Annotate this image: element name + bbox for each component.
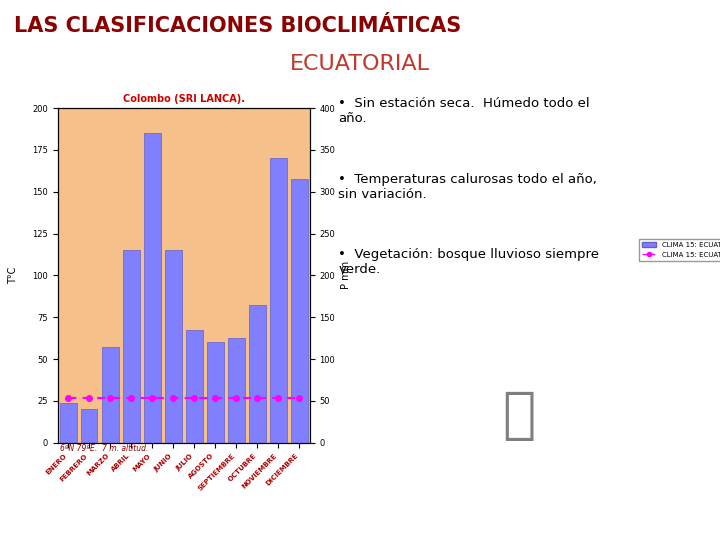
Text: ECUATORIAL: ECUATORIAL — [290, 54, 430, 74]
Text: •  Temperaturas calurosas todo el año,
sin variación.: • Temperaturas calurosas todo el año, si… — [338, 173, 598, 201]
Bar — [102, 347, 119, 443]
Text: •  Vegetación: bosque lluvioso siempre
verde.: • Vegetación: bosque lluvioso siempre ve… — [338, 248, 599, 276]
Text: •  Sin estación seca.  Húmedo todo el
año.: • Sin estación seca. Húmedo todo el año. — [338, 97, 590, 125]
Text: LAS CLASIFICACIONES BIOCLIMÁTICAS: LAS CLASIFICACIONES BIOCLIMÁTICAS — [14, 16, 462, 36]
Bar — [186, 330, 202, 443]
Bar — [81, 409, 97, 443]
Text: 6ºN 79ºE.  7 m. altitud.: 6ºN 79ºE. 7 m. altitud. — [60, 444, 148, 453]
Bar — [248, 305, 266, 443]
Title: Colombo (SRI LANCA).: Colombo (SRI LANCA). — [122, 94, 245, 104]
Text: 🌿: 🌿 — [502, 389, 535, 443]
Bar — [165, 251, 181, 443]
Bar — [144, 133, 161, 443]
Y-axis label: T°C: T°C — [8, 267, 18, 284]
Bar — [122, 251, 140, 443]
Y-axis label: P mm: P mm — [341, 261, 351, 289]
Legend: CLIMA 15: ECUATORIAL 2 Pmm, CLIMA 15: ECUATORIAL 2 TºC: CLIMA 15: ECUATORIAL 2 Pmm, CLIMA 15: EC… — [639, 239, 720, 261]
Bar — [60, 403, 76, 443]
Bar — [207, 342, 223, 443]
Bar — [270, 158, 287, 443]
Bar — [291, 179, 307, 443]
Bar — [228, 338, 245, 443]
